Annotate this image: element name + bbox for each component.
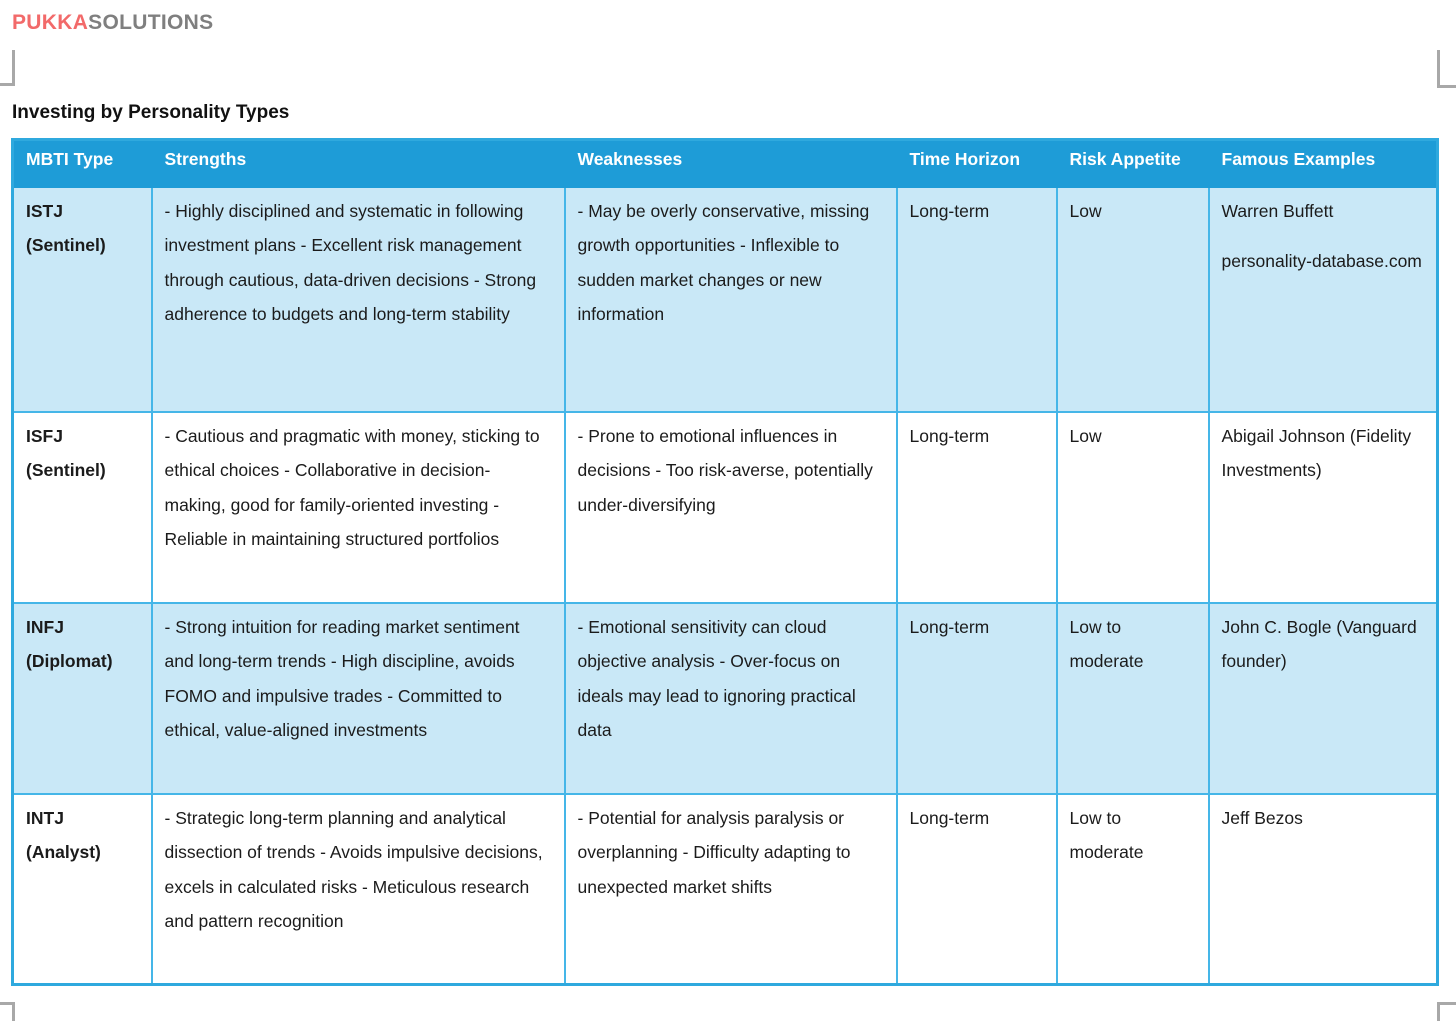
logo-part-pukka: PUKKA [12, 11, 89, 34]
cell-mbti-type: INTJ (Analyst) [11, 792, 153, 986]
column-header-famous-examples: Famous Examples [1207, 138, 1439, 188]
cell-weaknesses: - Prone to emotional influences in decis… [563, 410, 898, 604]
cell-famous-examples: Warren Buffett personality-database.com [1207, 185, 1439, 413]
table-row: ISFJ (Sentinel) - Cautious and pragmatic… [11, 410, 1439, 604]
cell-weaknesses: - Emotional sensitivity can cloud object… [563, 601, 898, 795]
cell-famous-examples: Abigail Johnson (Fidelity Investments) [1207, 410, 1439, 604]
mbti-type-code: ISTJ [26, 200, 63, 221]
crop-mark-top-right-icon [1437, 50, 1456, 88]
header-row: MBTI Type Strengths Weaknesses Time Hori… [11, 138, 1439, 188]
cell-risk-appetite: Low to moderate [1055, 601, 1210, 795]
cell-weaknesses: - May be overly conservative, missing gr… [563, 185, 898, 413]
crop-mark-top-left-icon [0, 50, 15, 86]
table-row: INTJ (Analyst) - Strategic long-term pla… [11, 792, 1439, 986]
cell-risk-appetite: Low [1055, 410, 1210, 604]
table-body: ISTJ (Sentinel) - Highly disciplined and… [11, 185, 1439, 986]
column-header-weaknesses: Weaknesses [563, 138, 898, 188]
cell-famous-examples: Jeff Bezos [1207, 792, 1439, 986]
table-header: MBTI Type Strengths Weaknesses Time Hori… [11, 138, 1439, 188]
mbti-type-group: (Analyst) [26, 842, 101, 862]
crop-mark-bottom-left-icon [0, 1002, 15, 1021]
column-header-time-horizon: Time Horizon [895, 138, 1058, 188]
cell-time-horizon: Long-term [895, 601, 1058, 795]
table-row: ISTJ (Sentinel) - Highly disciplined and… [11, 185, 1439, 413]
personality-table: MBTI Type Strengths Weaknesses Time Hori… [11, 138, 1439, 986]
cell-time-horizon: Long-term [895, 792, 1058, 986]
famous-example-paragraph: Abigail Johnson (Fidelity Investments) [1221, 425, 1412, 481]
column-header-mbti-type: MBTI Type [11, 138, 153, 188]
logo-part-solutions: SOLUTIONS [88, 11, 214, 34]
column-header-strengths: Strengths [150, 138, 566, 188]
cell-strengths: - Highly disciplined and systematic in f… [150, 185, 566, 413]
cell-strengths: - Cautious and pragmatic with money, sti… [150, 410, 566, 604]
famous-example-paragraph: Warren Buffett [1221, 200, 1334, 221]
logo: PUKKASOLUTIONS [12, 11, 213, 35]
cell-risk-appetite: Low to moderate [1055, 792, 1210, 986]
table-row: INFJ (Diplomat) - Strong intuition for r… [11, 601, 1439, 795]
mbti-type-code: ISFJ [26, 425, 63, 446]
cell-weaknesses: - Potential for analysis paralysis or ov… [563, 792, 898, 986]
mbti-type-group: (Sentinel) [26, 235, 106, 255]
page-title: Investing by Personality Types [12, 101, 290, 123]
cell-mbti-type: ISFJ (Sentinel) [11, 410, 153, 604]
crop-mark-bottom-right-icon [1437, 1002, 1456, 1021]
cell-strengths: - Strong intuition for reading market se… [150, 601, 566, 795]
mbti-type-code: INFJ [26, 616, 64, 637]
cell-mbti-type: ISTJ (Sentinel) [11, 185, 153, 413]
cell-famous-examples: John C. Bogle (Vanguard founder) [1207, 601, 1439, 795]
mbti-type-group: (Sentinel) [26, 460, 106, 480]
cell-mbti-type: INFJ (Diplomat) [11, 601, 153, 795]
mbti-type-group: (Diplomat) [26, 651, 113, 671]
famous-example-paragraph: Jeff Bezos [1221, 807, 1303, 828]
mbti-type-code: INTJ [26, 807, 64, 828]
cell-strengths: - Strategic long-term planning and analy… [150, 792, 566, 986]
cell-risk-appetite: Low [1055, 185, 1210, 413]
famous-example-paragraph: personality-database.com [1221, 251, 1422, 271]
cell-time-horizon: Long-term [895, 410, 1058, 604]
cell-time-horizon: Long-term [895, 185, 1058, 413]
famous-example-paragraph: John C. Bogle (Vanguard founder) [1221, 616, 1417, 672]
column-header-risk-appetite: Risk Appetite [1055, 138, 1210, 188]
